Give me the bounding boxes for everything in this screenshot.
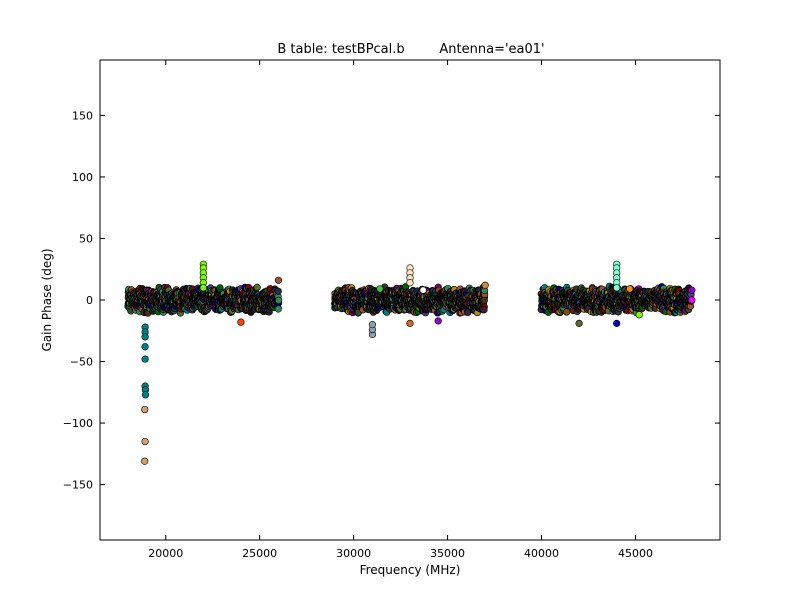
band-point [275,296,283,304]
band-point [253,283,261,292]
outlier-point [406,279,414,287]
outlier-point [419,286,427,294]
x-tick-label: 40000 [524,547,559,560]
x-axis-label: Frequency (MHz) [360,563,461,577]
y-tick-label: 50 [79,232,93,245]
outlier-point [434,317,442,325]
outlier-point [237,318,245,326]
band-point [274,287,282,295]
outlier-point [613,319,621,327]
outlier-point [368,321,377,329]
x-tick-label: 35000 [430,547,465,560]
outlier-point [141,343,149,351]
points-layer [124,260,696,465]
y-tick-label: −50 [70,356,93,369]
y-tick-label: 150 [72,109,93,122]
outlier-point [141,405,149,414]
chart-subtitle: Antenna='ea01' [439,42,544,57]
band-point [274,305,282,313]
outlier-point [141,355,149,363]
y-tick-label: 0 [86,294,93,307]
outlier-point [406,319,414,327]
band-point [480,296,488,305]
y-tick-label: 100 [72,171,93,184]
band-point [563,308,571,316]
outlier-point [613,284,621,292]
y-tick-label: −100 [63,417,93,430]
outlier-point [635,311,643,319]
outlier-point [141,457,149,465]
outlier-point [141,333,149,341]
outlier-point [141,437,149,446]
outlier-point [141,391,150,399]
outlier-point [481,281,489,289]
band-point [480,306,488,314]
y-tick-label: −150 [63,479,93,492]
x-tick-label: 25000 [242,547,277,560]
outlier-point [626,285,634,293]
outlier-point [688,286,696,294]
outlier-point [376,285,384,293]
x-tick-label: 45000 [618,547,653,560]
chart-title: B table: testBPcal.b [277,42,404,57]
outlier-point [274,276,283,284]
outlier-point [575,319,583,327]
x-tick-label: 30000 [336,547,371,560]
outlier-point [199,284,207,292]
outlier-point [688,296,696,304]
y-axis-label: Gain Phase (deg) [40,248,54,351]
x-tick-label: 20000 [148,547,183,560]
